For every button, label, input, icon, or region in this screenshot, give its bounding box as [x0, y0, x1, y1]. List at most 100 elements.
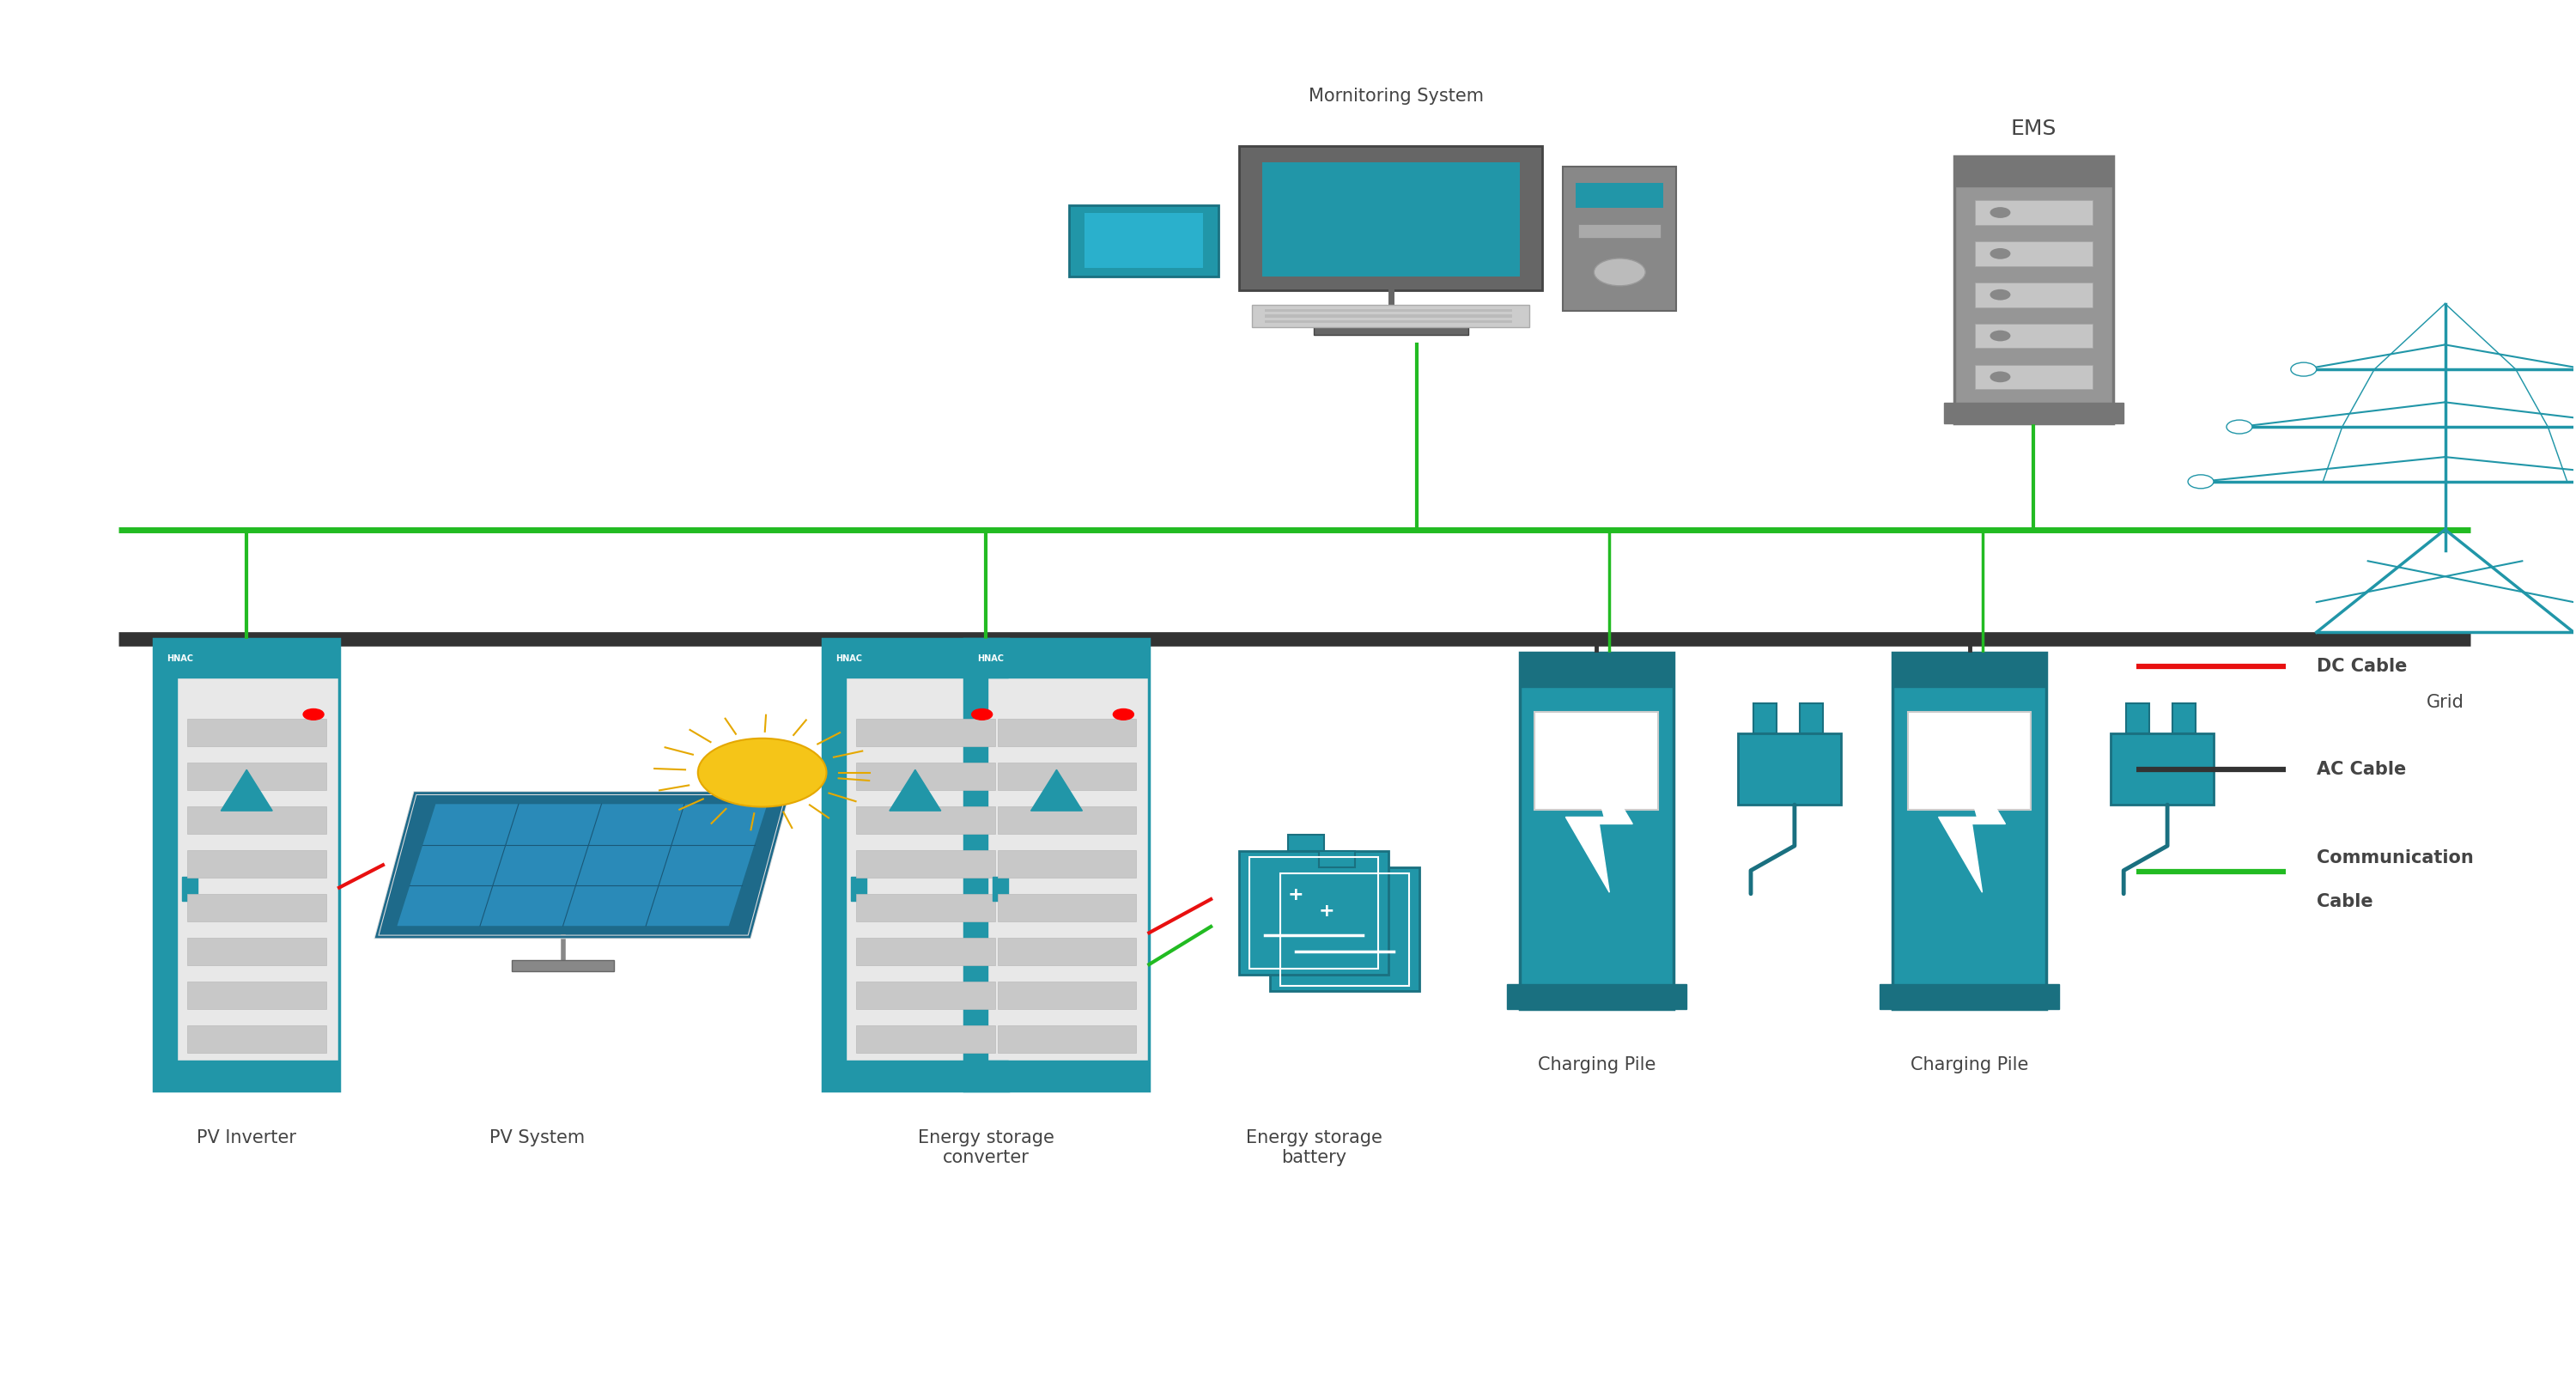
Bar	[1976, 323, 2092, 348]
Bar	[963, 639, 1149, 677]
Bar	[997, 981, 1136, 1009]
Text: +: +	[1319, 903, 1334, 919]
Bar	[1801, 703, 1824, 734]
Circle shape	[1113, 709, 1133, 720]
Bar	[997, 851, 1136, 878]
Bar	[1893, 653, 2045, 687]
Bar	[1319, 852, 1355, 868]
Text: Energy storage
converter: Energy storage converter	[917, 1129, 1054, 1167]
Circle shape	[1989, 207, 2009, 218]
Bar	[155, 677, 178, 1061]
Bar	[188, 1025, 327, 1052]
Bar	[1239, 852, 1388, 974]
Bar	[1880, 984, 2058, 1009]
Bar	[855, 981, 994, 1009]
Bar	[855, 719, 994, 746]
Polygon shape	[222, 769, 273, 811]
Bar	[1976, 201, 2092, 225]
Bar	[2172, 703, 2195, 734]
Bar	[855, 807, 994, 834]
Polygon shape	[1940, 742, 2004, 892]
Bar	[1265, 320, 1512, 323]
Bar	[997, 763, 1136, 790]
Text: Charging Pile: Charging Pile	[1538, 1057, 1656, 1074]
Bar	[1270, 868, 1419, 991]
Circle shape	[2290, 363, 2316, 376]
Bar	[822, 639, 1007, 677]
Polygon shape	[376, 793, 788, 937]
Polygon shape	[1566, 742, 1633, 892]
Bar	[183, 877, 198, 901]
Bar	[1507, 984, 1687, 1009]
Bar	[997, 719, 1136, 746]
Text: HNAC: HNAC	[167, 654, 193, 662]
Circle shape	[1989, 249, 2009, 260]
Bar	[1265, 315, 1512, 317]
Circle shape	[1989, 371, 2009, 382]
Bar	[188, 981, 327, 1009]
Bar	[1239, 146, 1543, 290]
Bar	[1909, 712, 2030, 811]
Bar	[963, 639, 1149, 1091]
Bar	[822, 1061, 1007, 1091]
Bar	[1893, 653, 2045, 1009]
Text: Mornitoring System: Mornitoring System	[1309, 88, 1484, 104]
Bar	[1577, 183, 1664, 207]
Bar	[855, 851, 994, 878]
Bar	[1564, 166, 1677, 311]
Text: Grid: Grid	[2427, 694, 2463, 710]
Circle shape	[1989, 330, 2009, 341]
Bar	[155, 1061, 340, 1091]
Bar	[822, 639, 1007, 1091]
Bar	[513, 960, 613, 971]
Polygon shape	[1030, 769, 1082, 811]
Bar	[1739, 734, 1842, 805]
Text: PV Inverter: PV Inverter	[196, 1129, 296, 1146]
Circle shape	[698, 738, 827, 807]
Polygon shape	[397, 804, 768, 926]
Bar	[850, 877, 866, 901]
Text: Charging Pile: Charging Pile	[1911, 1057, 2027, 1074]
Bar	[1084, 213, 1203, 268]
Text: HNAC: HNAC	[835, 654, 863, 662]
Bar	[1288, 835, 1324, 852]
Bar	[855, 763, 994, 790]
Text: DC Cable: DC Cable	[2316, 658, 2406, 675]
Bar	[997, 893, 1136, 921]
Text: PV System: PV System	[489, 1129, 585, 1146]
Polygon shape	[889, 769, 940, 811]
Bar	[2110, 734, 2213, 805]
Bar	[1976, 242, 2092, 267]
Bar	[1314, 324, 1468, 335]
Bar	[1252, 305, 1530, 327]
Circle shape	[1989, 290, 2009, 300]
Bar	[1976, 364, 2092, 389]
Bar	[855, 1025, 994, 1052]
Text: Energy storage
battery: Energy storage battery	[1247, 1129, 1381, 1167]
Bar	[155, 639, 340, 677]
Bar	[1280, 874, 1409, 985]
Bar	[188, 763, 327, 790]
Bar	[1955, 157, 2112, 187]
Text: Communication: Communication	[2316, 849, 2473, 867]
Circle shape	[2187, 475, 2213, 489]
Bar	[963, 1061, 1149, 1091]
Bar	[1262, 162, 1520, 276]
Text: AC Cable: AC Cable	[2316, 761, 2406, 778]
Bar	[1520, 653, 1674, 687]
Bar	[2125, 703, 2148, 734]
Text: +: +	[1288, 886, 1303, 903]
Bar	[188, 893, 327, 921]
Bar	[855, 937, 994, 965]
Circle shape	[304, 709, 325, 720]
Bar	[997, 937, 1136, 965]
Bar	[1520, 653, 1674, 1009]
Bar	[1976, 283, 2092, 306]
Circle shape	[1595, 258, 1646, 286]
Text: Cable: Cable	[2316, 893, 2372, 911]
Bar	[1265, 309, 1512, 312]
Bar	[997, 1025, 1136, 1052]
Bar	[155, 639, 340, 1091]
Bar	[1955, 157, 2112, 423]
Bar	[188, 719, 327, 746]
